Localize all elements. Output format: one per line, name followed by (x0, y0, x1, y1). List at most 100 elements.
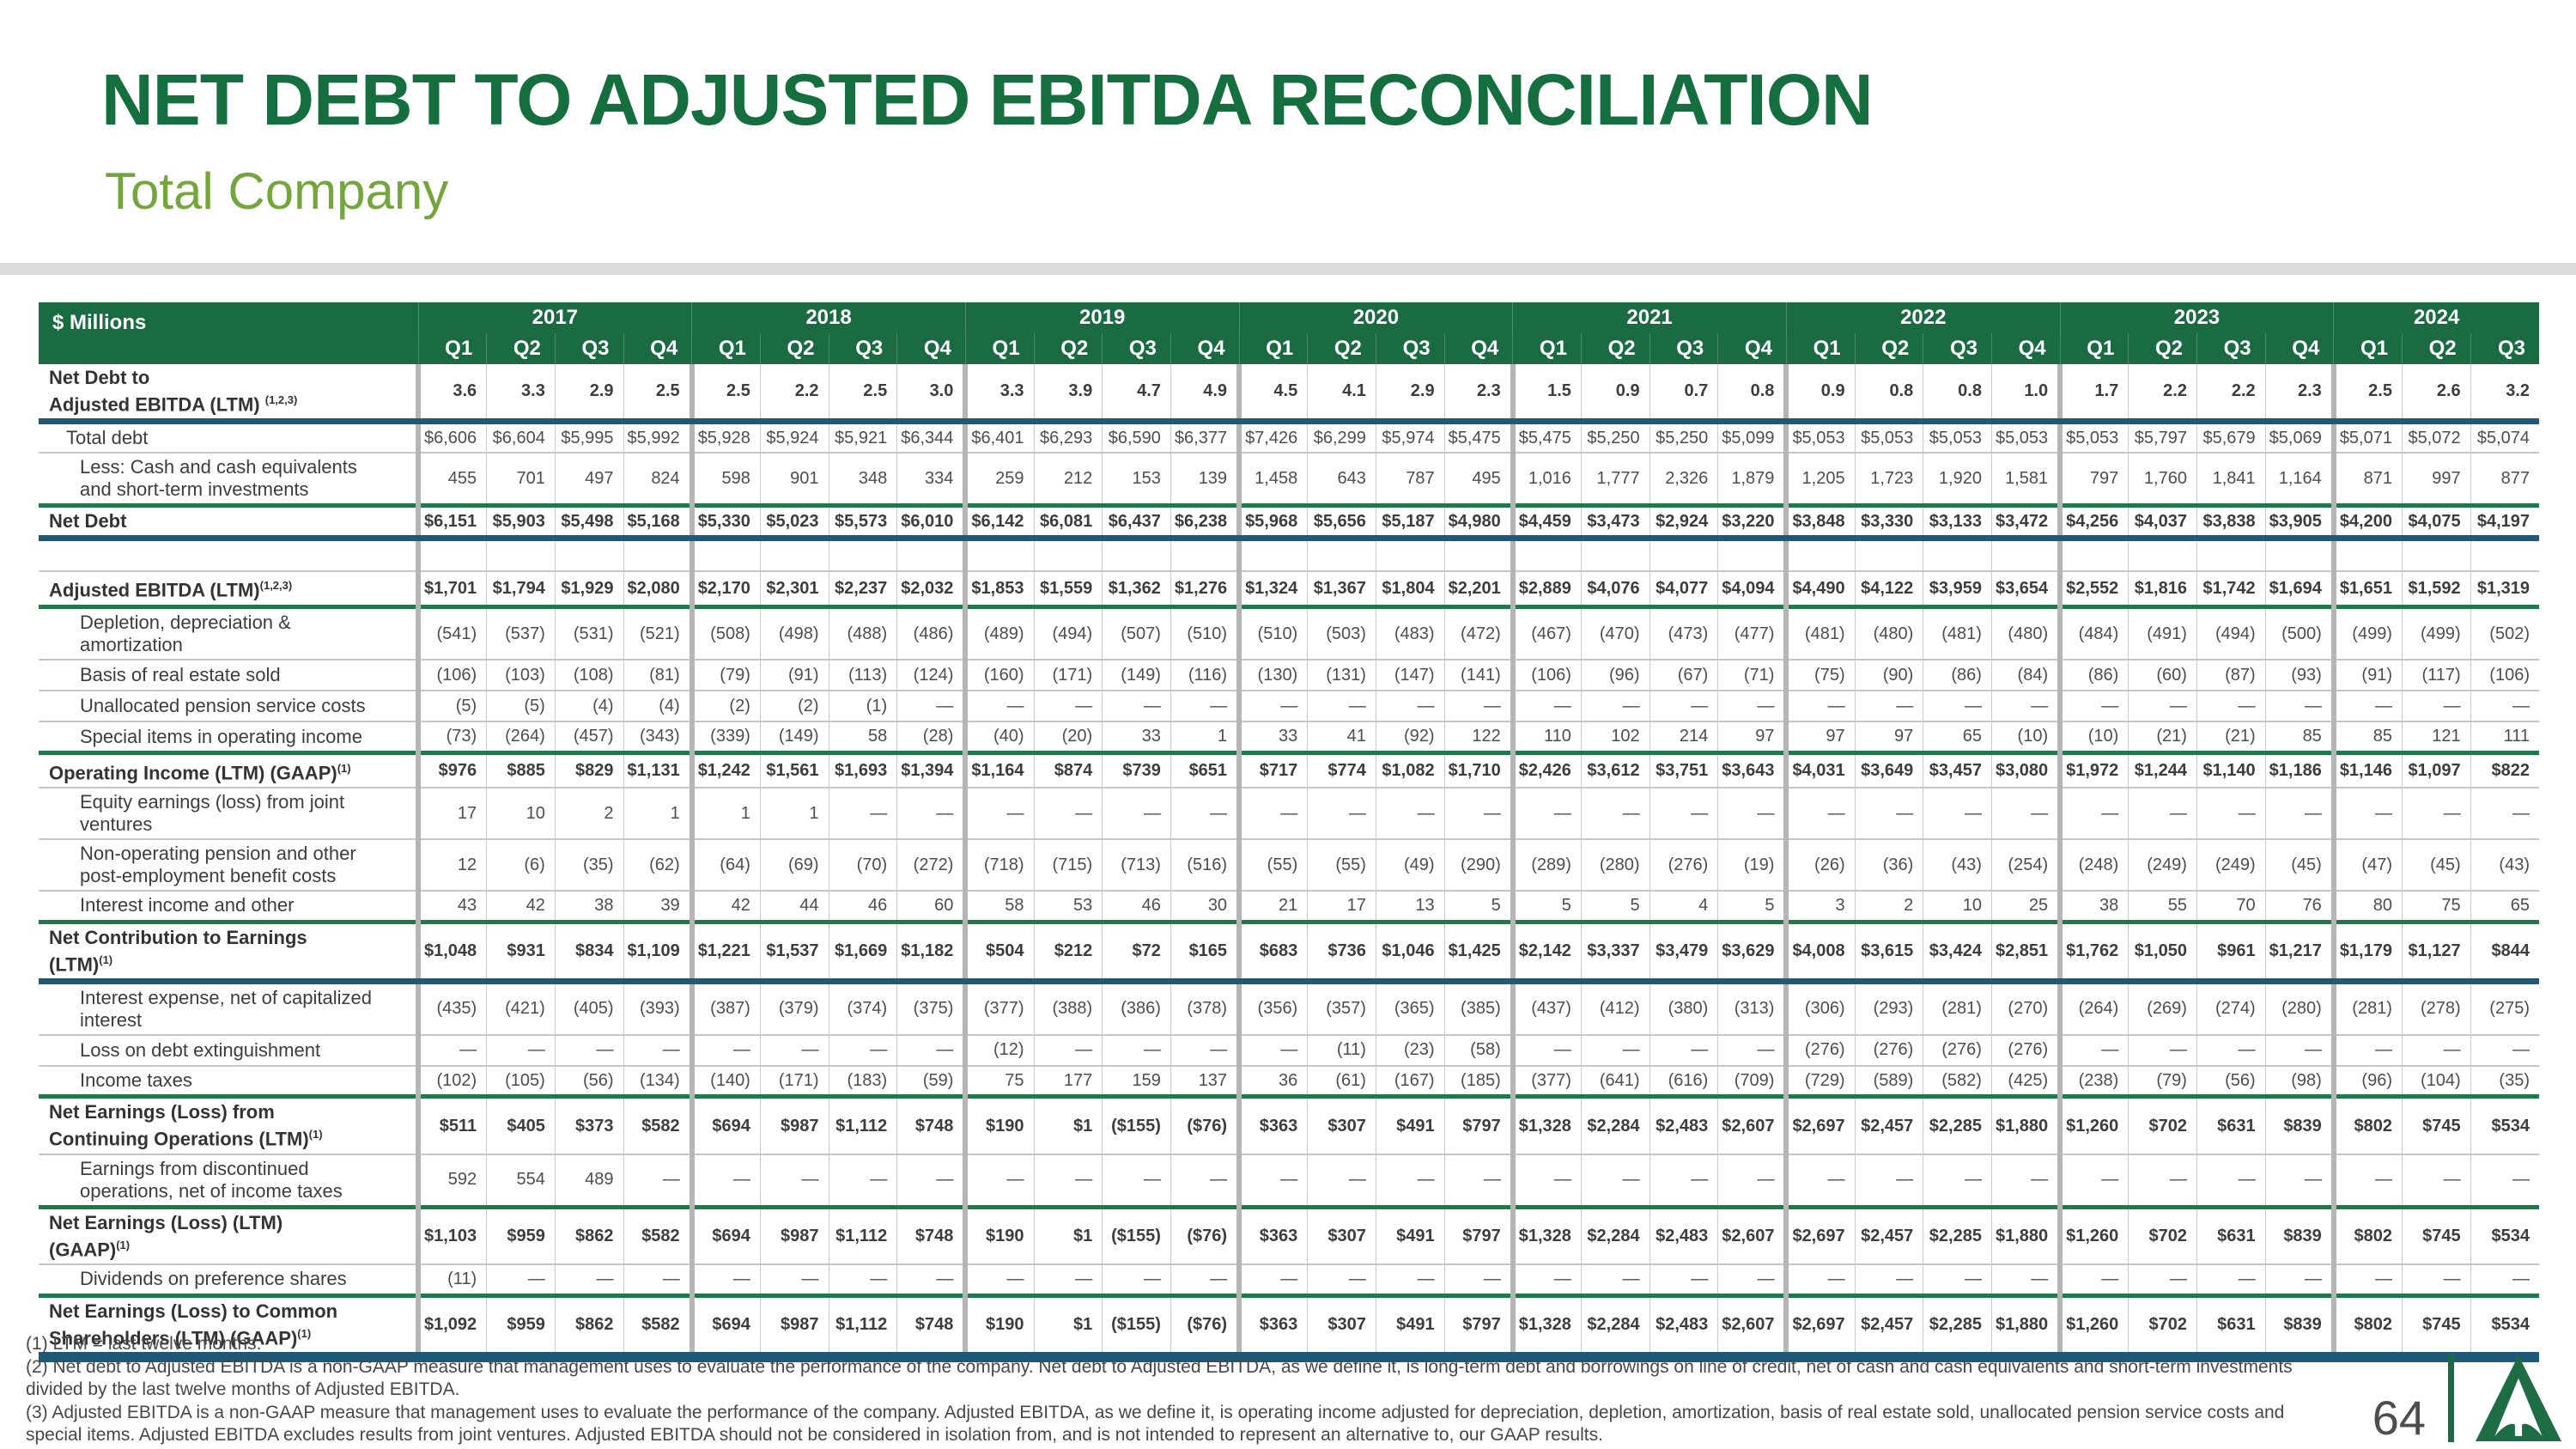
table-cell: — (2057, 691, 2129, 723)
table-cell: $797 (1443, 1295, 1513, 1362)
company-logo-icon (2476, 1355, 2561, 1441)
table-cell: $2,851 (1990, 922, 2061, 985)
table-cell: (276) (1649, 839, 1718, 892)
table-cell: $2,697 (1783, 1096, 1856, 1155)
table-cell: (130) (1236, 660, 1308, 692)
table-cell: $839 (2264, 1295, 2334, 1362)
table-cell: 489 (554, 1154, 624, 1209)
table-cell: $931 (486, 922, 556, 985)
table-cell: — (2128, 691, 2197, 723)
table-cell: — (1649, 1034, 1718, 1067)
table-cell: 30 (1170, 891, 1240, 924)
table-cell: (380) (1649, 981, 1718, 1036)
table-cell: — (2057, 1154, 2129, 1209)
table-cell: $4,256 (2057, 505, 2129, 542)
table-cell: (276) (1783, 1034, 1856, 1067)
table-cell: (75) (1783, 660, 1856, 692)
year-header-2022: 2022 (1785, 302, 2061, 333)
table-cell: 75 (963, 1065, 1035, 1099)
table-cell: — (2128, 1154, 2197, 1209)
table-cell: (134) (623, 1065, 692, 1099)
table-cell: $2,284 (1580, 1295, 1650, 1362)
table-cell: — (1580, 691, 1650, 723)
table-row-non-operating-pension: Non-operating pension and other post-empl… (39, 839, 2539, 892)
table-cell: — (1375, 691, 1445, 723)
table-cell: (149) (759, 721, 829, 755)
quarter-header: Q2 (1033, 333, 1103, 364)
table-cell: (715) (1033, 839, 1103, 892)
quarter-header: Q3 (1923, 333, 1992, 364)
table-cell: — (1580, 788, 1650, 841)
table-row-less-cash: Less: Cash and cash equivalents and short… (39, 453, 2539, 508)
table-cell: $976 (416, 752, 487, 789)
table-cell: (23) (1375, 1034, 1445, 1067)
table-cell: — (1102, 788, 1171, 841)
table-cell: (537) (486, 606, 556, 661)
table-cell: $1,561 (759, 752, 829, 789)
table-cell: $1,244 (2128, 752, 2197, 789)
table-cell: (507) (1102, 606, 1171, 661)
table-cell: (106) (2470, 660, 2539, 692)
table-cell: $4,490 (1783, 570, 1856, 610)
row-label: Net Contribution to Earnings (LTM)(1) (39, 922, 418, 985)
table-cell: (5) (416, 691, 487, 723)
table-cell: $190 (963, 1207, 1035, 1266)
table-cell: $2,301 (759, 570, 829, 610)
footnote-reference: (1,2,3) (259, 579, 293, 593)
table-cell: — (1033, 1034, 1103, 1067)
table-cell: 65 (2470, 891, 2539, 924)
table-cell: (28) (896, 721, 966, 755)
table-row-basis-of-real-estate-sold: Basis of real estate sold (106) (103) (108)… (39, 660, 2539, 692)
table-cell: $1,853 (963, 570, 1035, 610)
table-cell: — (1236, 788, 1308, 841)
table-cell: $5,168 (623, 505, 692, 542)
table-cell: — (759, 1154, 829, 1209)
table-cell: $1,097 (2401, 752, 2471, 789)
table-cell: (435) (416, 981, 487, 1036)
table-cell: $1,112 (828, 1207, 897, 1266)
table-cell: $2,080 (623, 570, 692, 610)
table-cell: $1 (1033, 1295, 1103, 1362)
quarter-header: Q2 (2128, 333, 2197, 364)
table-cell: — (1170, 1264, 1240, 1298)
table-cell: (36) (1854, 839, 1923, 892)
table-cell: (483) (1375, 606, 1445, 661)
table-cell: 39 (623, 891, 692, 924)
table-cell: (238) (2057, 1065, 2129, 1099)
table-cell: (21) (2128, 721, 2197, 755)
table-cell: $1,669 (828, 922, 897, 985)
table-cell: $6,437 (1102, 505, 1171, 542)
row-label: Special items in operating income (39, 721, 418, 755)
table-cell: $2,607 (1717, 1096, 1787, 1155)
table-cell: $839 (2264, 1096, 2334, 1155)
table-cell: $6,151 (416, 505, 487, 542)
table-cell: 1 (623, 788, 692, 841)
table-cell: 2.5 (828, 364, 897, 425)
table-cell: (19) (1717, 839, 1787, 892)
table-cell: $307 (1307, 1096, 1376, 1155)
table-cell: 2.2 (2128, 364, 2197, 425)
table-cell: (4) (554, 691, 624, 723)
table-cell: $1 (1033, 1096, 1103, 1155)
table-cell: $802 (2330, 1295, 2403, 1362)
table-cell: 495 (1443, 453, 1513, 508)
table-cell: 38 (2057, 891, 2129, 924)
table-cell: 2.2 (759, 364, 829, 425)
table-cell: $363 (1236, 1096, 1308, 1155)
table-cell: — (2128, 1034, 2197, 1067)
table-cell: 60 (896, 891, 966, 924)
table-cell: $5,053 (1783, 421, 1856, 454)
table-cell: 4.1 (1307, 364, 1376, 425)
table-cell: (508) (689, 606, 761, 661)
table-cell: $6,010 (896, 505, 966, 542)
table-cell: $1,762 (2057, 922, 2129, 985)
footer: 64 (2372, 1355, 2562, 1442)
quarter-header: Q2 (2401, 333, 2471, 364)
table-cell: (1) (828, 691, 897, 723)
table-cell: (405) (554, 981, 624, 1036)
table-cell: (113) (828, 660, 897, 692)
table-cell: $874 (1033, 752, 1103, 789)
table-cell: 871 (2330, 453, 2403, 508)
table-cell: $3,643 (1717, 752, 1787, 789)
table-cell: — (2196, 1034, 2266, 1067)
